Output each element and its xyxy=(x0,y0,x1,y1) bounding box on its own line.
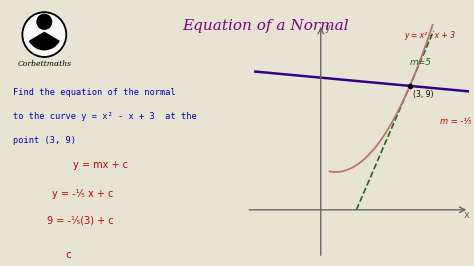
Text: y = mx + c: y = mx + c xyxy=(73,160,128,170)
Text: Corbettmαths: Corbettmαths xyxy=(18,60,71,68)
Text: y = -¹⁄₅ x + c: y = -¹⁄₅ x + c xyxy=(52,189,113,199)
Text: m = -¹⁄₅: m = -¹⁄₅ xyxy=(439,118,471,126)
Text: y = x² - x + 3: y = x² - x + 3 xyxy=(404,31,455,40)
Circle shape xyxy=(24,14,64,55)
Circle shape xyxy=(22,12,66,57)
Wedge shape xyxy=(30,32,59,50)
Text: 9 = -¹⁄₅(3) + c: 9 = -¹⁄₅(3) + c xyxy=(47,215,114,226)
Text: x: x xyxy=(463,210,469,220)
Text: m=5: m=5 xyxy=(410,58,432,67)
Text: to the curve y = x² - x + 3  at the: to the curve y = x² - x + 3 at the xyxy=(13,112,197,121)
Text: (3, 9): (3, 9) xyxy=(413,90,433,99)
Text: c: c xyxy=(65,250,71,260)
Text: y: y xyxy=(324,23,330,33)
Circle shape xyxy=(37,14,52,29)
Text: Find the equation of the normal: Find the equation of the normal xyxy=(13,88,176,97)
Text: Equation of a Normal: Equation of a Normal xyxy=(182,19,349,33)
Text: point (3, 9): point (3, 9) xyxy=(13,136,76,145)
